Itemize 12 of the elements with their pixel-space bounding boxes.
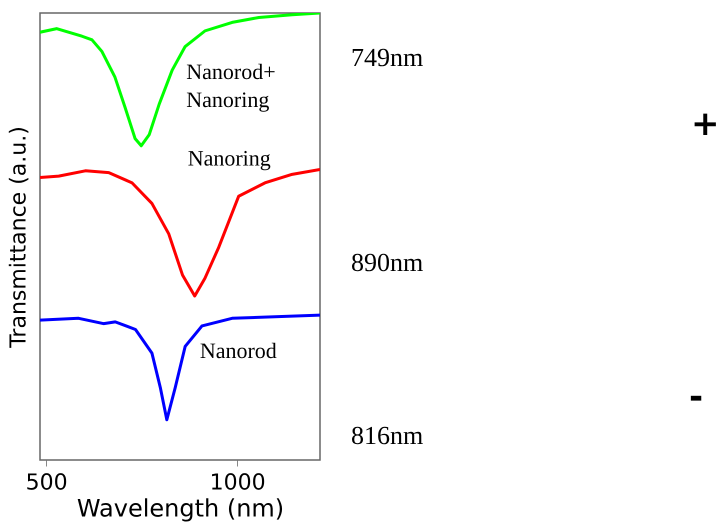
series-label: Nanorod [200, 338, 277, 364]
x-tick-label: 500 [26, 470, 68, 496]
series-label: Nanoring [188, 145, 271, 170]
x-axis-title: Wavelength (nm) [76, 494, 284, 522]
x-tick-label: 1000 [210, 470, 266, 496]
text: 816nm [351, 421, 424, 450]
series-label: Nanorod+ Nanoring [186, 59, 276, 112]
y-axis-title: Transmittance (a.u.) [6, 126, 32, 349]
text: - [689, 377, 704, 417]
text: 749nm [351, 43, 424, 72]
text: 890nm [351, 248, 424, 277]
text: + [691, 104, 720, 144]
